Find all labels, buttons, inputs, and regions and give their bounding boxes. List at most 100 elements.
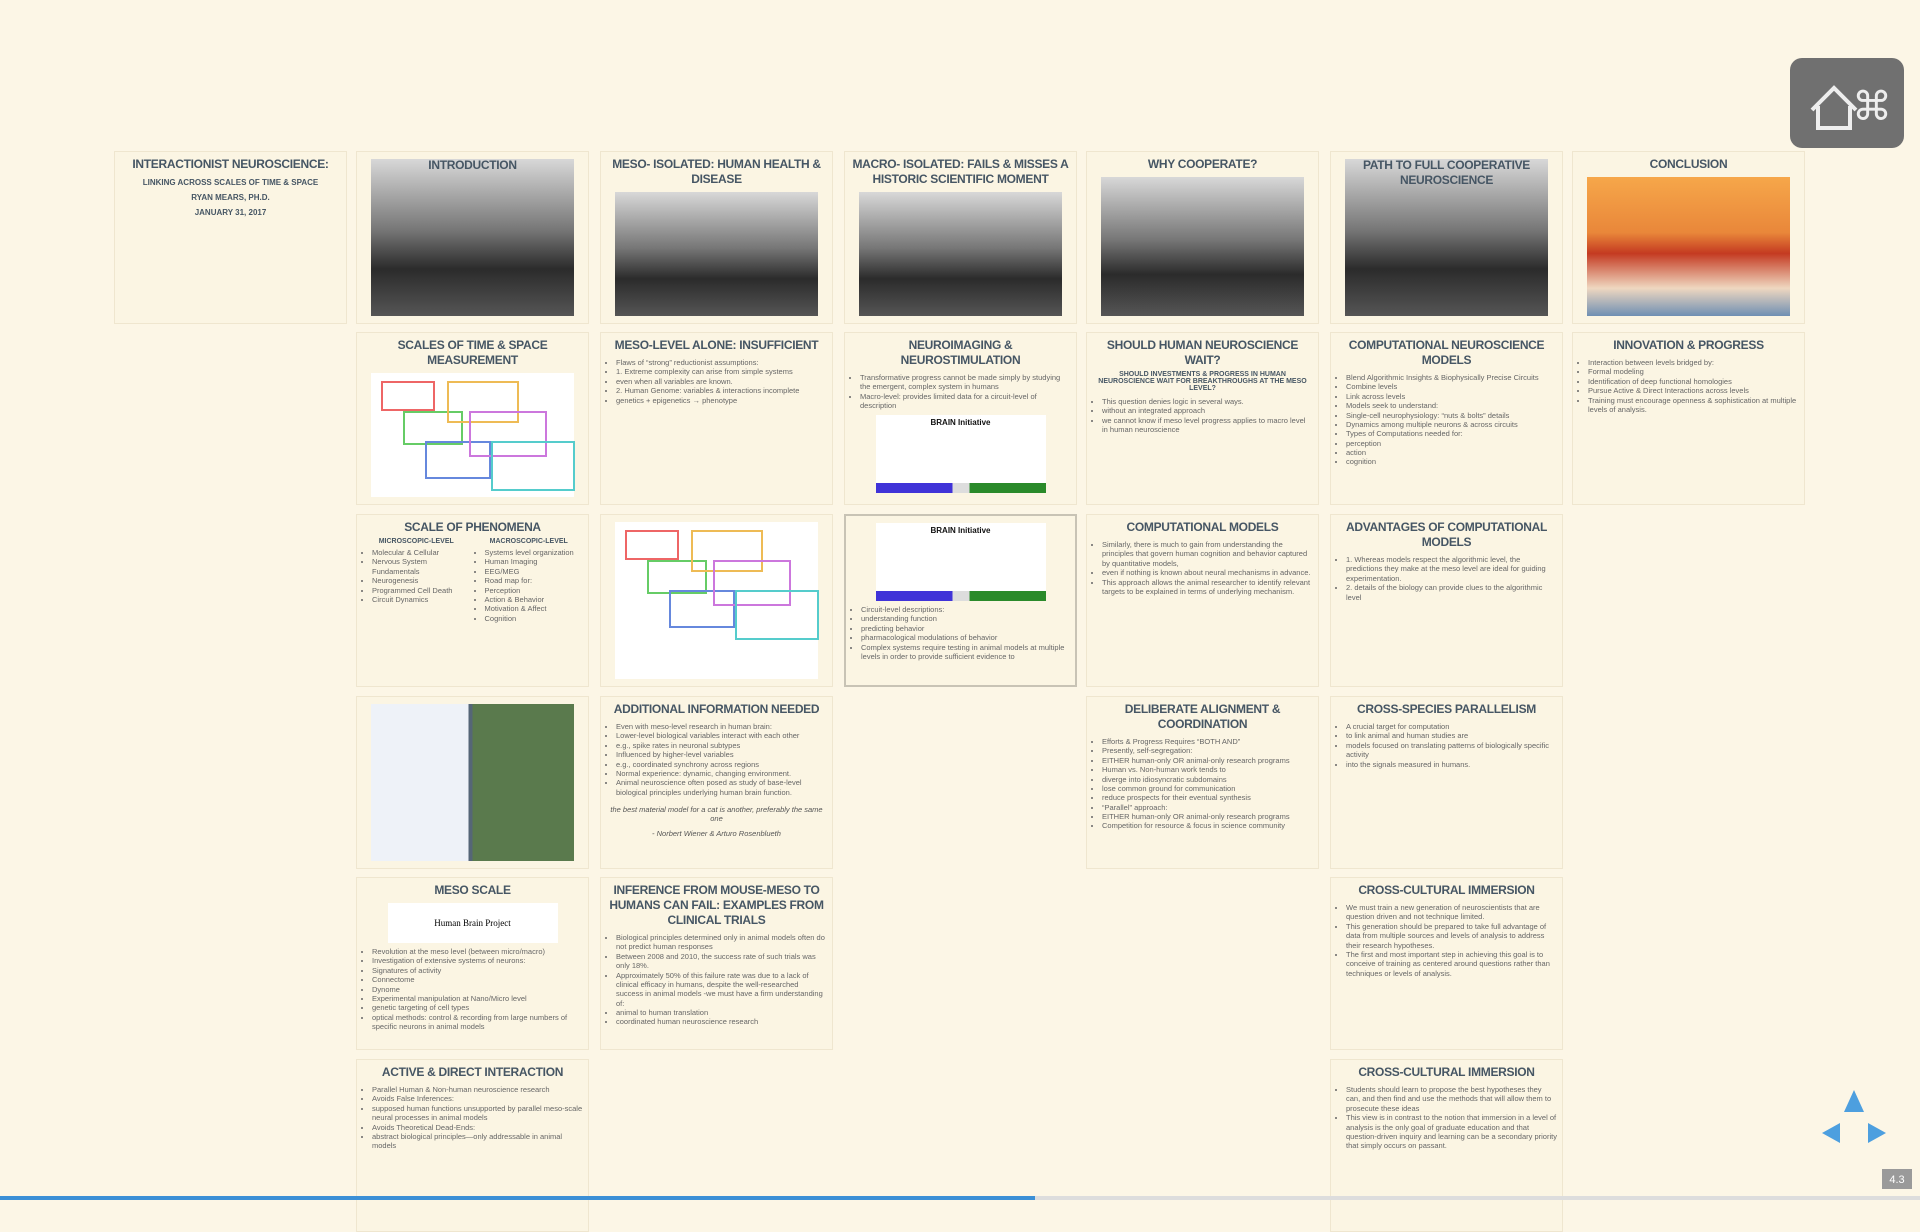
bullet-list: A crucial target for computationto link … bbox=[1336, 722, 1557, 769]
bullet: Motivation & Affect bbox=[485, 604, 584, 613]
slide-thumbnail[interactable] bbox=[600, 514, 833, 687]
nav-right[interactable] bbox=[1868, 1123, 1886, 1143]
bullet: Cognition bbox=[485, 614, 584, 623]
image-bar bbox=[875, 482, 1046, 493]
bullet: Complex systems require testing in anima… bbox=[861, 643, 1070, 662]
slide-thumbnail[interactable]: NEUROIMAGING & NEUROSTIMULATION Transform… bbox=[844, 332, 1077, 505]
bullet: Experimental manipulation at Nano/Micro … bbox=[372, 994, 583, 1003]
slide-title: CROSS-CULTURAL IMMERSION bbox=[1358, 1065, 1535, 1079]
bullet: Competition for resource & focus in scie… bbox=[1102, 821, 1313, 830]
bullet: This question denies logic in several wa… bbox=[1102, 397, 1313, 406]
slide-title: ADVANTAGES OF COMPUTATIONAL MODELS bbox=[1346, 520, 1547, 549]
bullet: The first and most important step in ach… bbox=[1346, 950, 1557, 978]
bullet: Avoids Theoretical Dead-Ends: bbox=[372, 1123, 583, 1132]
chart-block bbox=[380, 381, 435, 411]
slide-title: MACRO- ISOLATED: FAILS & MISSES A HISTOR… bbox=[852, 157, 1069, 186]
bullet: supposed human functions unsupported by … bbox=[372, 1104, 583, 1123]
slide-thumbnail[interactable]: PATH TO FULL COOPERATIVE NEUROSCIENCE bbox=[1330, 151, 1563, 324]
slide-thumbnail[interactable]: BRAIN Initiative Circuit-level descriptio… bbox=[844, 514, 1077, 687]
bullet: Investigation of extensive systems of ne… bbox=[372, 956, 583, 965]
nav-left[interactable] bbox=[1822, 1123, 1840, 1143]
bullet: genetic targeting of cell types bbox=[372, 1003, 583, 1012]
chart-block bbox=[690, 530, 763, 572]
bullet: cognition bbox=[1346, 457, 1557, 466]
slide-thumbnail[interactable]: CROSS-SPECIES PARALLELISM A crucial targe… bbox=[1330, 696, 1563, 869]
slide-title: CROSS-SPECIES PARALLELISM bbox=[1357, 702, 1536, 716]
chart-block bbox=[646, 560, 707, 594]
column: MICROSCOPIC-LEVEL Molecular & CellularNer… bbox=[362, 538, 471, 625]
bullet: 2. Human Genome: variables & interaction… bbox=[616, 386, 827, 395]
progress-track bbox=[0, 1196, 1920, 1200]
bullet: EEG/MEG bbox=[485, 567, 584, 576]
slide-title: MESO- ISOLATED: HUMAN HEALTH & DISEASE bbox=[612, 157, 821, 186]
progress-bar bbox=[0, 1196, 1035, 1200]
quote-attribution: - Norbert Wiener & Arturo Rosenblueth bbox=[652, 829, 781, 838]
bullet: Human vs. Non-human work tends to bbox=[1102, 765, 1313, 774]
slide-thumbnail[interactable]: DELIBERATE ALIGNMENT & COORDINATION Effor… bbox=[1086, 696, 1319, 869]
bullet: 2. details of the biology can provide cl… bbox=[1346, 583, 1557, 602]
slide-thumbnail[interactable]: CROSS-CULTURAL IMMERSION Students should … bbox=[1330, 1059, 1563, 1232]
slide-thumbnail[interactable]: CROSS-CULTURAL IMMERSION We must train a … bbox=[1330, 877, 1563, 1050]
bullet: without an integrated approach bbox=[1102, 406, 1313, 415]
title-line: LINKING ACROSS SCALES OF TIME & SPACE bbox=[142, 178, 319, 187]
slide-thumbnail[interactable]: SCALE OF PHENOMENA MICROSCOPIC-LEVEL Molec… bbox=[356, 514, 589, 687]
bullet: genetics + epigenetics → phenotype bbox=[616, 396, 827, 405]
bullet-list: Interaction between levels bridged by:Fo… bbox=[1578, 358, 1799, 414]
chart-block bbox=[468, 411, 547, 457]
slide-thumbnail[interactable]: COMPUTATIONAL MODELS Similarly, there is … bbox=[1086, 514, 1319, 687]
bullet: A crucial target for computation bbox=[1346, 722, 1557, 731]
slide-thumbnail[interactable]: ADVANTAGES OF COMPUTATIONAL MODELS 1. Whe… bbox=[1330, 514, 1563, 687]
bullet: Single-cell neurophysiology: “nuts & bol… bbox=[1346, 411, 1557, 420]
slide-thumbnail[interactable]: MESO-LEVEL ALONE: INSUFFICIENT Flaws of “… bbox=[600, 332, 833, 505]
slide-thumbnail[interactable]: INTERACTIONIST NEUROSCIENCE: LINKING ACRO… bbox=[114, 151, 347, 324]
bullet: Types of Computations needed for: bbox=[1346, 429, 1557, 438]
bullet: Circuit-level descriptions: bbox=[861, 605, 1070, 614]
bullet: Formal modeling bbox=[1588, 367, 1799, 376]
bullet-list: Revolution at the meso level (between mi… bbox=[362, 947, 583, 1031]
slide-thumbnail[interactable]: ADDITIONAL INFORMATION NEEDED Even with m… bbox=[600, 696, 833, 869]
bullet: optical methods: control & recording fro… bbox=[372, 1013, 583, 1032]
nav-up[interactable] bbox=[1844, 1090, 1864, 1112]
slide-thumbnail[interactable]: COMPUTATIONAL NEUROSCIENCE MODELS Blend A… bbox=[1330, 332, 1563, 505]
image-caption: BRAIN Initiative bbox=[930, 526, 991, 535]
bullet-list: Transformative progress cannot be made s… bbox=[850, 373, 1071, 411]
slide-thumbnail[interactable] bbox=[356, 696, 589, 869]
bullet: 1. Whereas models respect the algorithmi… bbox=[1346, 555, 1557, 583]
bullet-list: Students should learn to propose the bes… bbox=[1336, 1085, 1557, 1151]
slide-thumbnail[interactable]: INFERENCE FROM MOUSE-MESO TO HUMANS CAN … bbox=[600, 877, 833, 1050]
slide-thumbnail[interactable]: MESO SCALE Human Brain Project Revolution … bbox=[356, 877, 589, 1050]
slide-thumbnail[interactable]: WHY COOPERATE? bbox=[1086, 151, 1319, 324]
slide-title: PATH TO FULL COOPERATIVE NEUROSCIENCE bbox=[1362, 158, 1531, 187]
bullet: Circuit Dynamics bbox=[372, 595, 471, 604]
slide-thumbnail[interactable]: MACRO- ISOLATED: FAILS & MISSES A HISTOR… bbox=[844, 151, 1077, 324]
slide-thumbnail[interactable]: MESO- ISOLATED: HUMAN HEALTH & DISEASE bbox=[600, 151, 833, 324]
slide-title: INNOVATION & PROGRESS bbox=[1613, 338, 1764, 352]
bullet-list: Molecular & CellularNervous System Funda… bbox=[362, 548, 471, 604]
slide-thumbnail[interactable]: SCALES OF TIME & SPACE MEASUREMENT bbox=[356, 332, 589, 505]
bullet: Nervous System Fundamentals bbox=[372, 557, 471, 576]
bullet: Training must encourage openness & sophi… bbox=[1588, 396, 1799, 415]
slide-thumbnail[interactable]: INNOVATION & PROGRESS Interaction between… bbox=[1572, 332, 1805, 505]
slide-number: 4.3 bbox=[1889, 1174, 1904, 1186]
slide-thumbnail[interactable]: INTRODUCTION bbox=[356, 151, 589, 324]
bullet: Perception bbox=[485, 586, 584, 595]
bullet: Avoids False Inferences: bbox=[372, 1094, 583, 1103]
bullet: Systems level organization bbox=[485, 548, 584, 557]
bullet: animal to human translation bbox=[616, 1008, 827, 1017]
bullet: This view is in contrast to the notion t… bbox=[1346, 1113, 1557, 1151]
slide-thumbnail[interactable]: ACTIVE & DIRECT INTERACTION Parallel Huma… bbox=[356, 1059, 589, 1232]
slide-image bbox=[858, 192, 1063, 316]
slide-thumbnail[interactable]: CONCLUSION bbox=[1572, 151, 1805, 324]
chart-block bbox=[402, 411, 463, 445]
page: INTERACTIONIST NEUROSCIENCE: LINKING ACRO… bbox=[0, 0, 1920, 1200]
home-button[interactable]: ⌘ bbox=[1790, 58, 1904, 148]
slide-title: INTERACTIONIST NEUROSCIENCE: bbox=[132, 157, 329, 171]
bullet-list: Efforts & Progress Requires “BOTH AND”Pr… bbox=[1092, 737, 1313, 831]
bullet: Action & Behavior bbox=[485, 595, 584, 604]
slide-thumbnail[interactable]: SHOULD HUMAN NEUROSCIENCE WAIT? SHOULD IN… bbox=[1086, 332, 1319, 505]
bullet-list: Systems level organizationHuman ImagingE… bbox=[475, 548, 584, 623]
slide-image bbox=[614, 192, 819, 316]
bullet: models focused on translating patterns o… bbox=[1346, 741, 1557, 760]
slide-image bbox=[370, 159, 575, 316]
bullet: Lower-level biological variables interac… bbox=[616, 731, 827, 740]
